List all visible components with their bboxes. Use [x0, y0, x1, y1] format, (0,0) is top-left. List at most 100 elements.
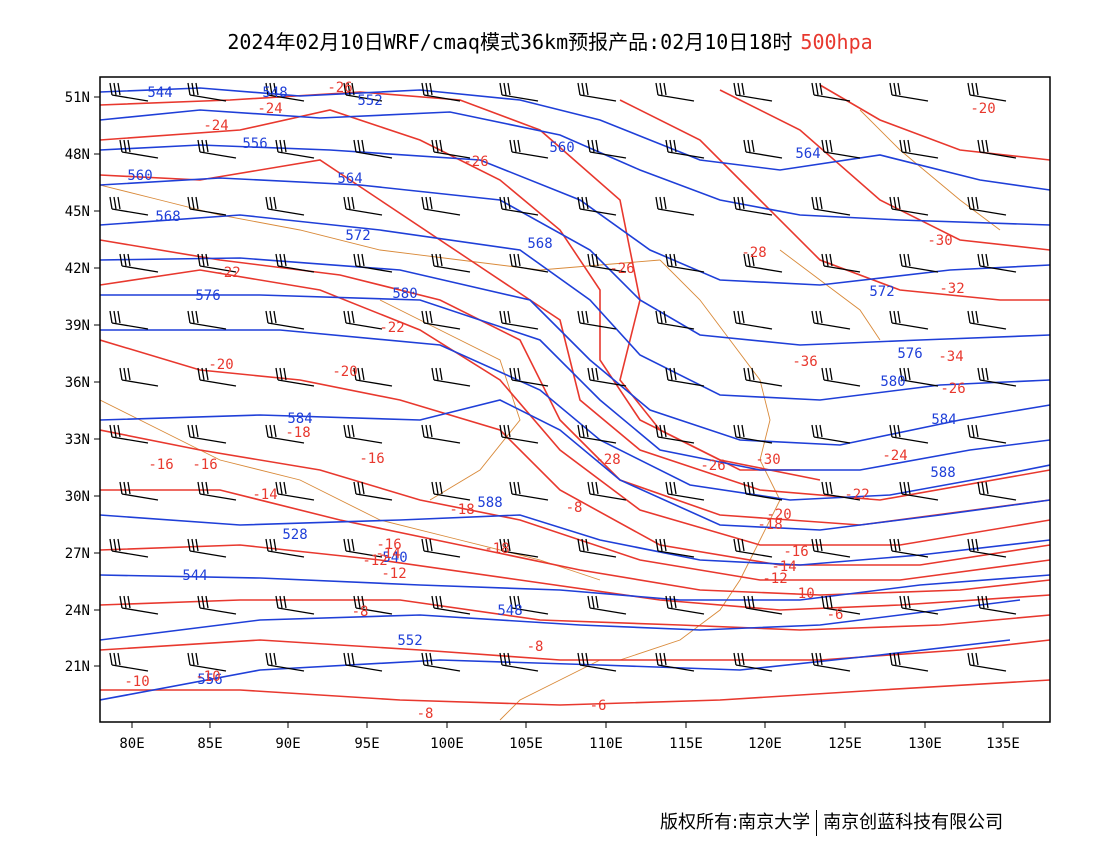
- barb-shaft: [355, 379, 393, 387]
- barb-flag: [659, 538, 663, 552]
- wind-barb: [275, 253, 315, 273]
- barb-flag: [893, 538, 897, 552]
- barb-shaft: [979, 493, 1017, 501]
- barb-flag: [187, 424, 191, 438]
- temperature-contour: [100, 489, 1050, 596]
- wind-barb: [577, 196, 617, 216]
- barb-flag: [517, 595, 521, 609]
- lon-tick-label: 130E: [908, 736, 942, 752]
- barb-flag: [897, 538, 901, 552]
- barb-flag: [421, 82, 425, 96]
- barb-flag: [741, 652, 745, 666]
- barb-shaft: [111, 94, 149, 102]
- barb-flag: [503, 82, 507, 96]
- barb-flag: [971, 538, 975, 552]
- barb-flag: [587, 139, 591, 153]
- barb-flag: [123, 253, 127, 267]
- barb-flag: [353, 253, 357, 267]
- height-contour: [100, 294, 1050, 471]
- barb-flag: [191, 652, 195, 666]
- wind-barb: [733, 196, 773, 216]
- height-label: 548: [497, 603, 522, 619]
- wind-barb: [353, 595, 393, 615]
- barb-flag: [975, 652, 979, 666]
- barb-flag: [821, 139, 825, 153]
- barb-flag: [343, 196, 347, 210]
- wind-barb: [343, 82, 383, 102]
- barb-shaft: [277, 151, 315, 159]
- height-label: 572: [869, 284, 894, 300]
- barb-flag: [967, 82, 971, 96]
- barb-flag: [825, 139, 829, 153]
- wind-barb: [655, 538, 695, 558]
- barb-flag: [275, 253, 279, 267]
- temperature-label: -20: [208, 357, 233, 373]
- barb-flag: [127, 481, 131, 495]
- barb-shaft: [511, 265, 549, 273]
- barb-flag: [889, 424, 893, 438]
- barb-flag: [733, 538, 737, 552]
- temperature-label: -8: [566, 500, 583, 516]
- barb-shaft: [579, 436, 617, 444]
- barb-flag: [273, 82, 277, 96]
- wind-barb: [119, 595, 159, 615]
- wind-barb: [187, 538, 227, 558]
- barb-flag: [507, 196, 511, 210]
- barb-flag: [981, 595, 985, 609]
- temperature-label: -18: [757, 517, 782, 533]
- barb-shaft: [589, 493, 627, 501]
- height-contours: [100, 87, 1050, 701]
- temperature-label: -30: [755, 452, 780, 468]
- height-label: 544: [182, 568, 207, 584]
- barb-flag: [351, 538, 355, 552]
- barb-flag: [581, 310, 585, 324]
- barb-flag: [357, 481, 361, 495]
- barb-flag: [591, 481, 595, 495]
- temperature-label: -16: [192, 457, 217, 473]
- barb-flag: [893, 310, 897, 324]
- barb-flag: [899, 139, 903, 153]
- temperature-label: -16: [376, 537, 401, 553]
- temperature-label: -20: [766, 507, 791, 523]
- wind-barb: [353, 367, 393, 387]
- coastline: [100, 184, 661, 271]
- barb-shaft: [813, 322, 851, 330]
- barb-flag: [517, 253, 521, 267]
- barb-flag: [975, 538, 979, 552]
- barb-flag: [975, 196, 979, 210]
- temperature-label: -8: [352, 604, 369, 620]
- barb-flag: [737, 82, 741, 96]
- barb-flag: [357, 367, 361, 381]
- barb-shaft: [579, 322, 617, 330]
- barb-flag: [425, 538, 429, 552]
- barb-flag: [431, 367, 435, 381]
- barb-flag: [109, 310, 113, 324]
- barb-flag: [655, 424, 659, 438]
- lat-tick-label: 48N: [65, 147, 90, 163]
- barb-shaft: [501, 94, 539, 102]
- barb-flag: [279, 139, 283, 153]
- barb-shaft: [511, 607, 549, 615]
- barb-shaft: [277, 379, 315, 387]
- barb-shaft: [891, 664, 929, 672]
- barb-shaft: [735, 550, 773, 558]
- barb-flag: [591, 595, 595, 609]
- barb-flag: [741, 310, 745, 324]
- temperature-label: -14: [771, 559, 796, 575]
- barb-flag: [665, 481, 669, 495]
- barb-flag: [829, 595, 833, 609]
- barb-flag: [669, 367, 673, 381]
- barb-shaft: [891, 550, 929, 558]
- barb-flag: [265, 538, 269, 552]
- barb-flag: [815, 82, 819, 96]
- barb-flag: [669, 481, 673, 495]
- barb-flag: [197, 139, 201, 153]
- barb-flag: [893, 82, 897, 96]
- barb-flag: [673, 595, 677, 609]
- wind-barb: [197, 481, 237, 501]
- barb-shaft: [345, 322, 383, 330]
- barb-shaft: [735, 94, 773, 102]
- barb-flag: [197, 253, 201, 267]
- lon-tick-label: 125E: [828, 736, 862, 752]
- wind-barb: [967, 82, 1007, 102]
